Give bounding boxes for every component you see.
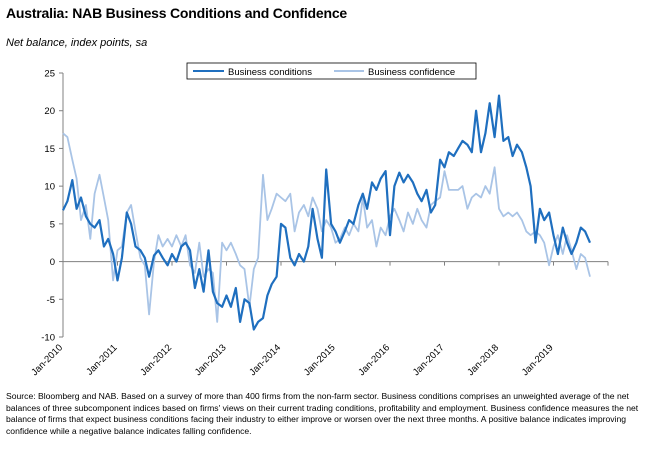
series-line-business-confidence <box>62 132 591 323</box>
y-tick-label: 0 <box>50 257 55 268</box>
x-tick-label: Jan-2013 <box>193 342 229 378</box>
y-tick-label: 25 <box>44 69 55 80</box>
x-tick-label: Jan-2014 <box>247 342 283 378</box>
legend-box <box>186 62 477 80</box>
x-tick-label: Jan-2012 <box>138 342 174 378</box>
x-tick-label: Jan-2016 <box>356 342 392 378</box>
legend: Business conditions Business confidence <box>186 62 477 80</box>
x-tick-label: Jan-2018 <box>465 342 501 378</box>
y-tick-label: 5 <box>50 219 55 230</box>
x-tick-label: Jan-2010 <box>29 342 65 378</box>
legend-label-confidence: Business confidence <box>368 67 455 78</box>
y-axis: -10 -5 0 5 10 15 20 25 <box>41 69 64 344</box>
y-tick-label: 15 <box>44 144 55 155</box>
legend-label-conditions: Business conditions <box>228 67 312 78</box>
source-note: Source: Bloomberg and NAB. Based on a su… <box>6 391 639 436</box>
x-tick-label: Jan-2011 <box>84 342 119 377</box>
y-axis-label: Net balance, index points, sa <box>6 37 148 49</box>
x-axis: Jan-2010 Jan-2011 Jan-2012 Jan-2013 Jan-2014… <box>29 261 609 378</box>
series-layer <box>62 94 592 331</box>
x-tick-label: Jan-2019 <box>520 342 556 378</box>
y-tick-label: -5 <box>47 295 55 306</box>
series-line-business-conditions <box>62 94 592 331</box>
chart-title: Australia: NAB Business Conditions and C… <box>6 5 348 21</box>
x-tick-label: Jan-2017 <box>411 342 447 378</box>
y-tick-label: 10 <box>44 182 55 193</box>
y-tick-label: 20 <box>44 106 55 117</box>
y-tick-label: -10 <box>41 333 55 344</box>
x-tick-label: Jan-2015 <box>302 342 338 378</box>
